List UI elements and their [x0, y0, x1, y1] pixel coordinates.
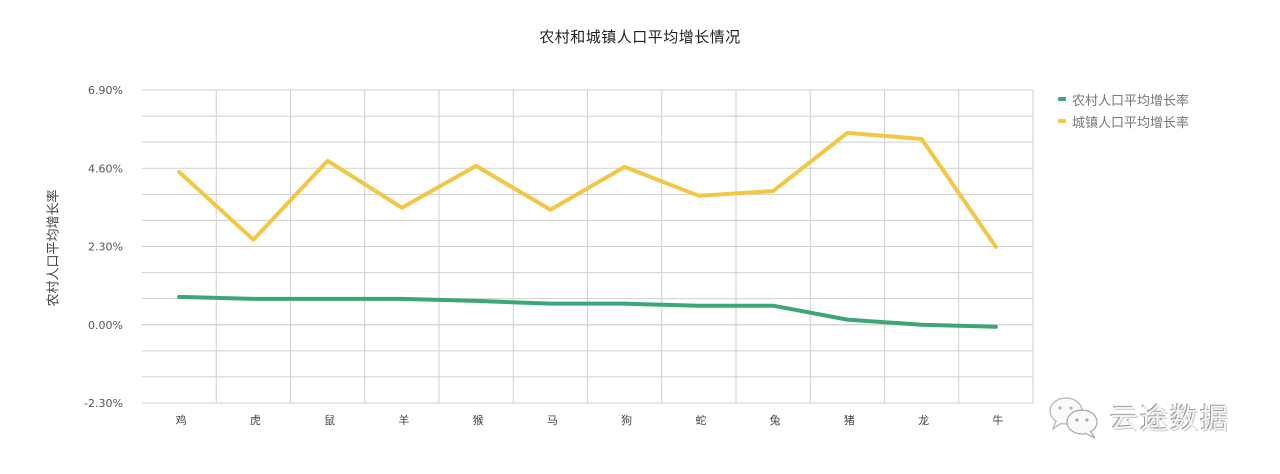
legend: 农村人口平均增长率 城镇人口平均增长率: [1058, 88, 1189, 132]
x-tick-label: 羊: [398, 413, 409, 427]
legend-item-urban[interactable]: 城镇人口平均增长率: [1058, 110, 1189, 132]
legend-label-rural: 农村人口平均增长率: [1072, 93, 1190, 109]
legend-swatch-urban: [1058, 119, 1066, 123]
x-tick-label: 马: [547, 414, 558, 427]
y-tick-label: -2.30%: [84, 397, 123, 410]
x-tick-label: 猴: [473, 413, 484, 427]
grid-lines: [142, 89, 1034, 404]
series-lines: [177, 130, 998, 329]
x-tick-label: 鼠: [324, 413, 335, 427]
y-tick-label: 2.30%: [88, 241, 123, 254]
rural-growth-line[interactable]: [177, 294, 998, 329]
x-tick-label: 鸡: [176, 413, 187, 427]
x-tick-label: 虎: [250, 414, 261, 427]
x-tick-label: 牛: [992, 413, 1003, 427]
wechat-icon: [1049, 397, 1098, 439]
y-tick-label: 6.90%: [88, 84, 123, 97]
chart-title: 农村和城镇人口平均增长情况: [539, 28, 741, 46]
legend-swatch-rural: [1058, 97, 1066, 101]
watermark-text: 云途数据: [1110, 402, 1231, 435]
watermark: 云途数据: [1046, 394, 1230, 440]
x-axis-ticks: 鸡虎鼠羊猴马狗蛇兔猪龙牛: [176, 413, 1004, 427]
y-tick-label: 4.60%: [88, 162, 123, 175]
y-axis-ticks: 6.90% 4.60% 2.30% 0.00% -2.30%: [84, 84, 123, 410]
urban-growth-line[interactable]: [177, 130, 998, 249]
x-tick-label: 龙: [918, 414, 929, 427]
legend-item-rural[interactable]: 农村人口平均增长率: [1058, 88, 1189, 110]
x-tick-label: 狗: [621, 414, 632, 427]
x-tick-label: 猪: [844, 414, 855, 427]
x-tick-label: 兔: [770, 413, 781, 427]
x-tick-label: 蛇: [695, 413, 706, 427]
y-tick-label: 0.00%: [88, 319, 123, 332]
legend-label-urban: 城镇人口平均增长率: [1072, 115, 1190, 131]
